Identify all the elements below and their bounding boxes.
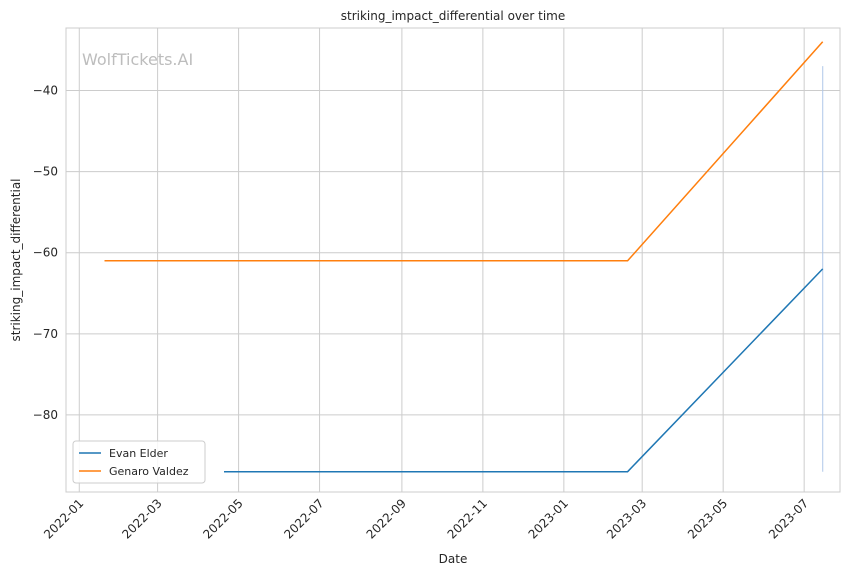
chart-title: striking_impact_differential over time [341, 9, 566, 23]
y-tick-label: −50 [33, 165, 58, 179]
legend-label: Genaro Valdez [109, 465, 189, 478]
y-tick-label: −70 [33, 327, 58, 341]
x-axis-title: Date [439, 552, 468, 566]
legend-label: Evan Elder [109, 447, 168, 460]
grid [66, 28, 840, 492]
y-tick-label: −40 [33, 83, 58, 97]
watermark: WolfTickets.AI [82, 50, 193, 69]
x-tick-label: 2022-03 [119, 496, 164, 541]
legend: Evan Elder Genaro Valdez [72, 440, 206, 484]
plot-frame [65, 27, 841, 493]
x-tick-label: 2023-07 [766, 496, 811, 541]
series-layer [104, 41, 824, 473]
series-line-genaro-valdez [104, 41, 824, 262]
series-line-evan-elder [224, 268, 824, 473]
x-tick-label: 2022-09 [364, 496, 409, 541]
legend-frame [72, 440, 206, 484]
y-tick-label: −60 [33, 246, 58, 260]
x-tick-label: 2023-03 [604, 496, 649, 541]
x-tick-label: 2022-11 [445, 496, 490, 541]
x-tick-labels: 2022-01 2022-03 2022-05 2022-07 2022-09 2022-… [41, 496, 811, 541]
x-tick-label: 2022-05 [200, 496, 245, 541]
y-tick-labels: −40 −50 −60 −70 −80 [33, 83, 58, 421]
y-tick-label: −80 [33, 408, 58, 422]
x-tick-label: 2022-07 [281, 496, 326, 541]
x-tick-label: 2023-05 [685, 496, 730, 541]
y-axis-title: striking_impact_differential [9, 178, 23, 341]
x-tick-label: 2023-01 [526, 496, 571, 541]
x-tick-label: 2022-01 [41, 496, 86, 541]
